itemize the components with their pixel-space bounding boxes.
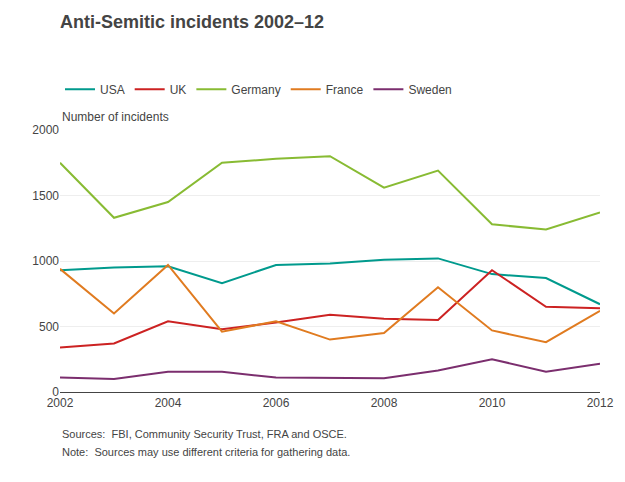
svg-text:USA: USA	[100, 83, 125, 97]
svg-text:Sources: FBI, Community Secur: Sources: FBI, Community Security Trust, …	[62, 428, 347, 440]
svg-text:Number of incidents: Number of incidents	[62, 110, 169, 124]
svg-text:2006: 2006	[263, 396, 290, 410]
svg-text:2010: 2010	[479, 396, 506, 410]
svg-text:2008: 2008	[371, 396, 398, 410]
svg-text:1000: 1000	[32, 254, 59, 268]
svg-text:2012: 2012	[587, 396, 614, 410]
svg-text:2000: 2000	[32, 123, 59, 137]
svg-text:1500: 1500	[32, 189, 59, 203]
svg-text:Germany: Germany	[231, 83, 280, 97]
svg-text:2004: 2004	[155, 396, 182, 410]
svg-text:Sweden: Sweden	[408, 83, 451, 97]
svg-text:Note: Sources may use differe: Note: Sources may use different criteria…	[62, 446, 350, 458]
svg-text:Anti-Semitic incidents 2002–12: Anti-Semitic incidents 2002–12	[60, 12, 324, 32]
svg-text:500: 500	[39, 320, 59, 334]
svg-text:France: France	[326, 83, 364, 97]
svg-text:UK: UK	[170, 83, 187, 97]
svg-text:0: 0	[52, 385, 59, 399]
svg-text:2002: 2002	[47, 396, 74, 410]
